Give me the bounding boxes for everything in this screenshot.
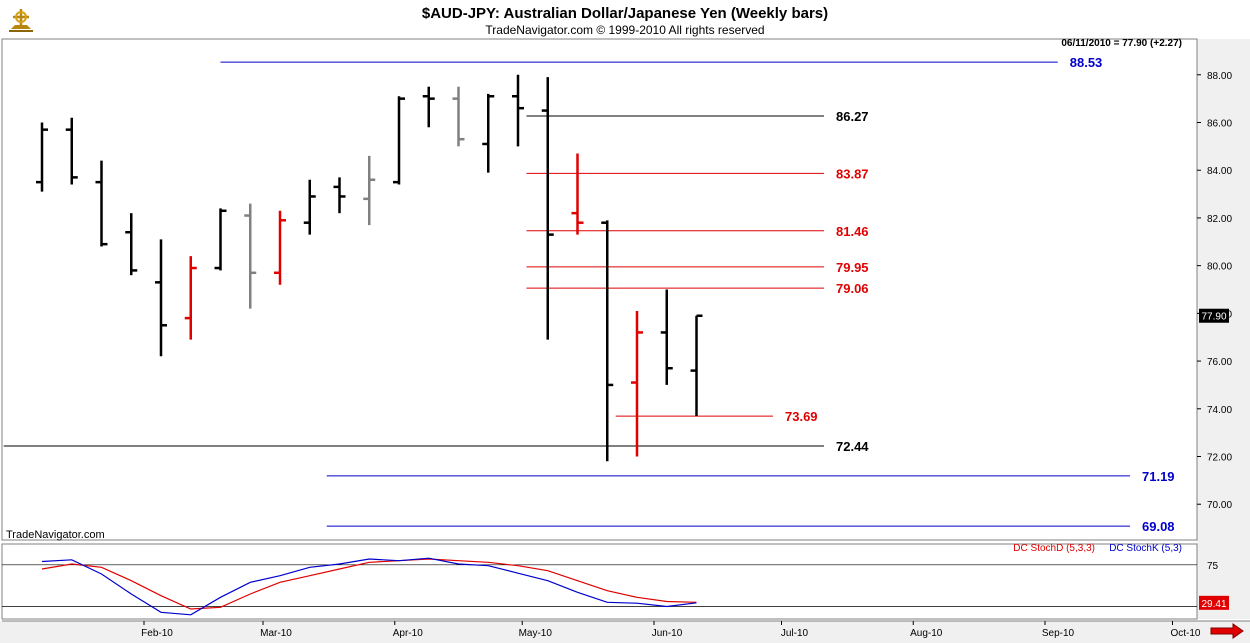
ohlc-bar xyxy=(571,153,584,235)
stoch-plot-border xyxy=(1,543,1198,620)
price-tick-label: 76.00 xyxy=(1207,357,1232,368)
current-price-label: 77.90 xyxy=(1201,312,1226,323)
price-tick-label: 74.00 xyxy=(1207,405,1232,416)
copyright-text: TradeNavigator.com © 1999-2010 All right… xyxy=(485,23,764,37)
level-label: 73.69 xyxy=(785,409,818,424)
time-tick-label: Sep-10 xyxy=(1042,628,1075,639)
price-tick-label: 82.00 xyxy=(1207,214,1232,225)
chart-title: $AUD-JPY: Australian Dollar/Japanese Yen… xyxy=(422,5,828,22)
ohlc-bar xyxy=(184,256,197,340)
time-tick-label: Jun-10 xyxy=(652,628,683,639)
stochastic-panel xyxy=(2,557,1197,616)
legend-stoch-k: DC StochK (5,3) xyxy=(1109,543,1182,554)
time-tick-label: Apr-10 xyxy=(393,628,423,639)
stoch-series-line xyxy=(41,558,697,610)
level-label: 86.27 xyxy=(836,109,869,124)
ohlc-bar xyxy=(274,210,286,285)
price-plot-border xyxy=(1,38,1198,541)
ohlc-bar xyxy=(214,208,227,271)
level-label: 79.95 xyxy=(836,260,869,275)
ohlc-bar xyxy=(244,203,257,309)
price-bars xyxy=(36,74,703,462)
level-label: 88.53 xyxy=(1070,55,1103,70)
level-label: 81.46 xyxy=(836,224,869,239)
ohlc-bar xyxy=(482,93,495,173)
price-tick-label: 70.00 xyxy=(1207,500,1232,511)
level-label: 79.06 xyxy=(836,281,869,296)
ohlc-bar xyxy=(95,160,108,247)
navigator-logo-icon[interactable] xyxy=(5,5,37,35)
ohlc-bar xyxy=(601,220,614,462)
ohlc-bar xyxy=(541,77,554,340)
time-axis-bg xyxy=(0,621,1250,643)
current-price-badge xyxy=(1199,308,1229,323)
ohlc-bar xyxy=(512,74,524,147)
level-label: 69.08 xyxy=(1142,519,1175,534)
plot-frame xyxy=(0,38,1250,643)
time-tick-label: Jul-10 xyxy=(781,628,809,639)
price-tick-label: 80.00 xyxy=(1207,262,1232,273)
price-tick-label: 84.00 xyxy=(1207,166,1232,177)
stoch-series-line xyxy=(41,557,697,616)
level-lines: 88.53 86.27 83.87 81.46 79.95 79.06 73.69 72.44… xyxy=(3,55,1175,534)
price-axis-bg xyxy=(1197,39,1250,619)
time-tick-label: Oct-10 xyxy=(1170,628,1200,639)
ohlc-bar xyxy=(660,289,673,385)
last-quote: 06/11/2010 = 77.90 (+2.27) xyxy=(1061,38,1182,49)
ohlc-bar xyxy=(690,314,703,416)
current-stoch-label: 29.41 xyxy=(1201,599,1226,610)
price-tick-label: 88.00 xyxy=(1207,71,1232,82)
ohlc-bar xyxy=(65,117,78,185)
ohlc-bar xyxy=(452,86,465,147)
ohlc-bar xyxy=(155,239,167,357)
stoch-tick-label: 75 xyxy=(1207,561,1219,572)
time-tick-label: Mar-10 xyxy=(260,628,292,639)
time-tick-label: Feb-10 xyxy=(141,628,173,639)
ohlc-bar xyxy=(333,177,346,214)
price-tick-label: 86.00 xyxy=(1207,119,1232,130)
time-tick-label: Aug-10 xyxy=(910,628,943,639)
level-label: 83.87 xyxy=(836,166,869,181)
ohlc-bar xyxy=(393,96,405,185)
level-label: 71.19 xyxy=(1142,469,1175,484)
ohlc-bar xyxy=(422,86,435,128)
axes: 70.0072.0074.0076.0078.0080.0082.0084.00… xyxy=(141,71,1232,639)
current-stoch-badge xyxy=(1199,595,1229,610)
price-tick-label: 72.00 xyxy=(1207,453,1232,464)
ohlc-bar xyxy=(631,310,643,457)
level-label: 72.44 xyxy=(836,439,869,454)
ohlc-bar xyxy=(303,179,316,235)
watermark: TradeNavigator.com xyxy=(6,529,105,541)
ohlc-bar xyxy=(363,155,376,226)
time-tick-label: May-10 xyxy=(519,628,553,639)
ohlc-bar xyxy=(36,122,48,192)
ohlc-bar xyxy=(125,213,138,276)
legend-stoch-d: DC StochD (5,3,3) xyxy=(1013,543,1095,554)
scroll-right-arrow-icon[interactable] xyxy=(1210,623,1244,639)
